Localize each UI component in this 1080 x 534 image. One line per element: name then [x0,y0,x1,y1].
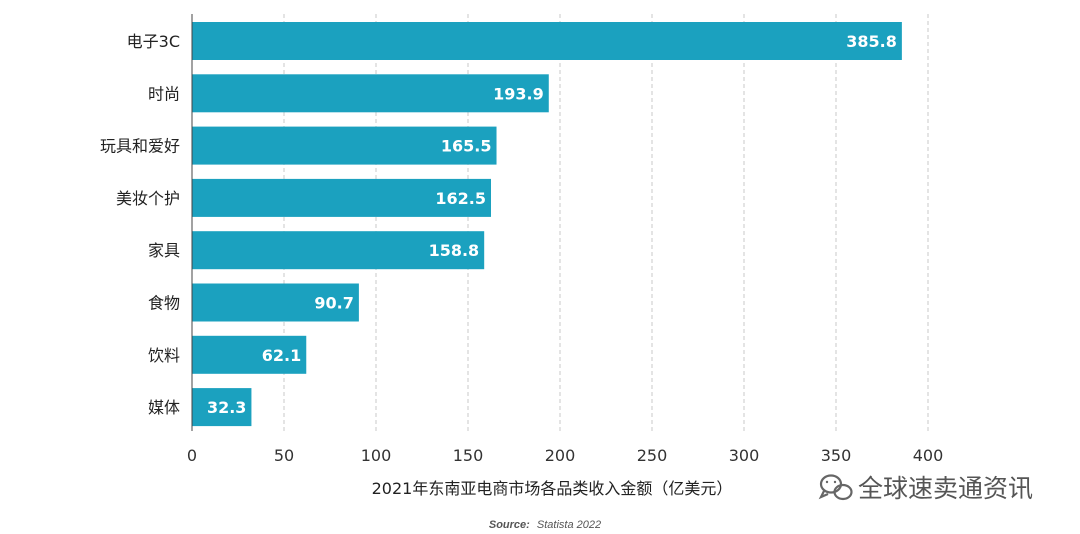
bars: 385.8 193.9 165.5 162.5 158.8 90.7 62.1 32.3 [192,22,902,427]
category-label: 食物 [148,294,180,313]
category-label: 玩具和爱好 [100,137,180,156]
x-tick-label: 350 [821,446,852,465]
category-label: 媒体 [148,398,180,417]
x-tick-label: 150 [453,446,484,465]
x-axis-label: 2021年东南亚电商市场各品类收入金额（亿美元） [372,479,733,498]
x-tick-label: 200 [545,446,576,465]
x-tick-label: 0 [187,446,197,465]
bar [192,126,497,165]
category-label: 饮料 [148,346,180,365]
bar [192,283,359,322]
bar [192,74,549,113]
data-label: 193.9 [493,84,544,103]
category-label: 电子3C [127,32,180,51]
bar [192,22,902,60]
data-label: 165.5 [441,137,492,156]
data-label: 32.3 [207,398,246,417]
data-label: 385.8 [846,32,897,51]
bar [192,335,307,374]
x-tick-label: 300 [729,446,760,465]
bar [192,231,485,270]
source-value: Statista 2022 [537,519,601,531]
data-label: 62.1 [262,346,301,365]
data-label: 158.8 [429,241,480,260]
wechat-icon [818,474,853,501]
source-label: Source: [489,519,530,531]
x-tick-label: 50 [274,446,294,465]
data-label: 90.7 [314,294,353,313]
watermark-text: 全球速卖通资讯 [858,474,1033,503]
category-label: 美妆个护 [116,189,180,208]
source-note: Source: Statista 2022 [489,519,601,531]
bar [192,178,491,217]
category-label: 家具 [148,241,180,260]
x-tick-label: 400 [913,446,944,465]
bar [192,388,252,427]
category-label: 时尚 [148,84,180,103]
data-label: 162.5 [435,189,486,208]
x-tick-label: 250 [637,446,668,465]
watermark: 全球速卖通资讯 [818,474,1033,503]
x-tick-labels: 0 50 100 150 200 250 300 350 400 [187,446,943,465]
x-tick-label: 100 [361,446,392,465]
